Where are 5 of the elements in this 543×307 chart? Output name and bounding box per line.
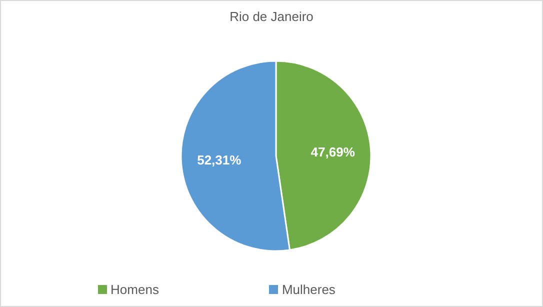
chart-title: Rio de Janeiro <box>228 9 314 24</box>
data-label: 47,69% <box>310 144 356 160</box>
legend-label: Mulheres <box>282 282 336 297</box>
legend-label: Homens <box>110 282 159 297</box>
data-label: 52,31% <box>197 152 242 168</box>
